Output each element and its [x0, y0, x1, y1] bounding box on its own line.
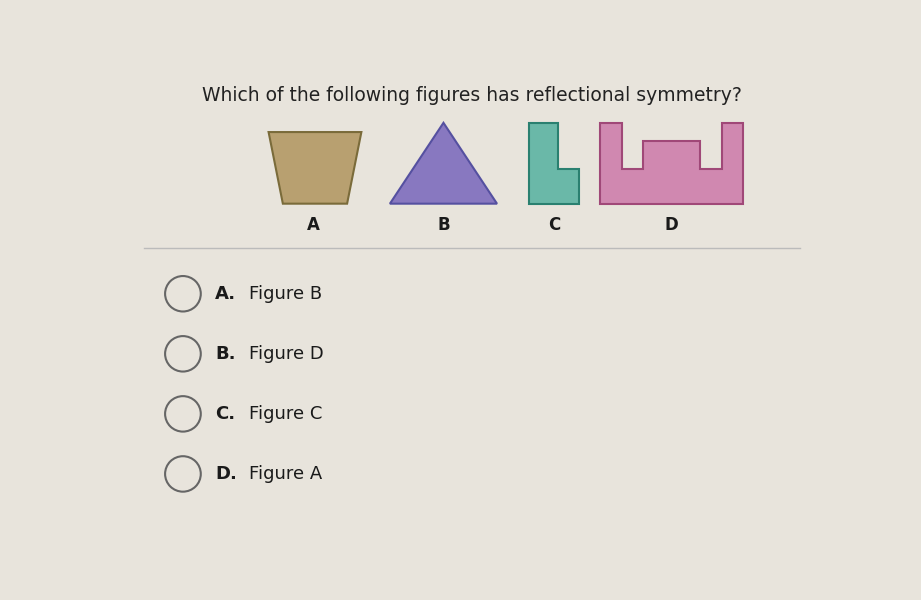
Text: Figure B: Figure B: [250, 285, 322, 303]
Text: Figure D: Figure D: [250, 345, 324, 363]
Polygon shape: [529, 123, 579, 203]
Text: C: C: [548, 217, 560, 235]
Text: B: B: [437, 217, 449, 235]
Text: Figure C: Figure C: [250, 405, 322, 423]
Polygon shape: [390, 123, 497, 203]
Text: Figure A: Figure A: [250, 465, 322, 483]
Text: A: A: [307, 217, 320, 235]
Polygon shape: [600, 123, 743, 203]
Text: A.: A.: [215, 285, 236, 303]
Text: D: D: [665, 217, 679, 235]
Text: D.: D.: [215, 465, 237, 483]
Text: B.: B.: [215, 345, 236, 363]
Text: Which of the following figures has reflectional symmetry?: Which of the following figures has refle…: [202, 86, 742, 104]
Text: C.: C.: [215, 405, 235, 423]
Polygon shape: [269, 132, 361, 203]
